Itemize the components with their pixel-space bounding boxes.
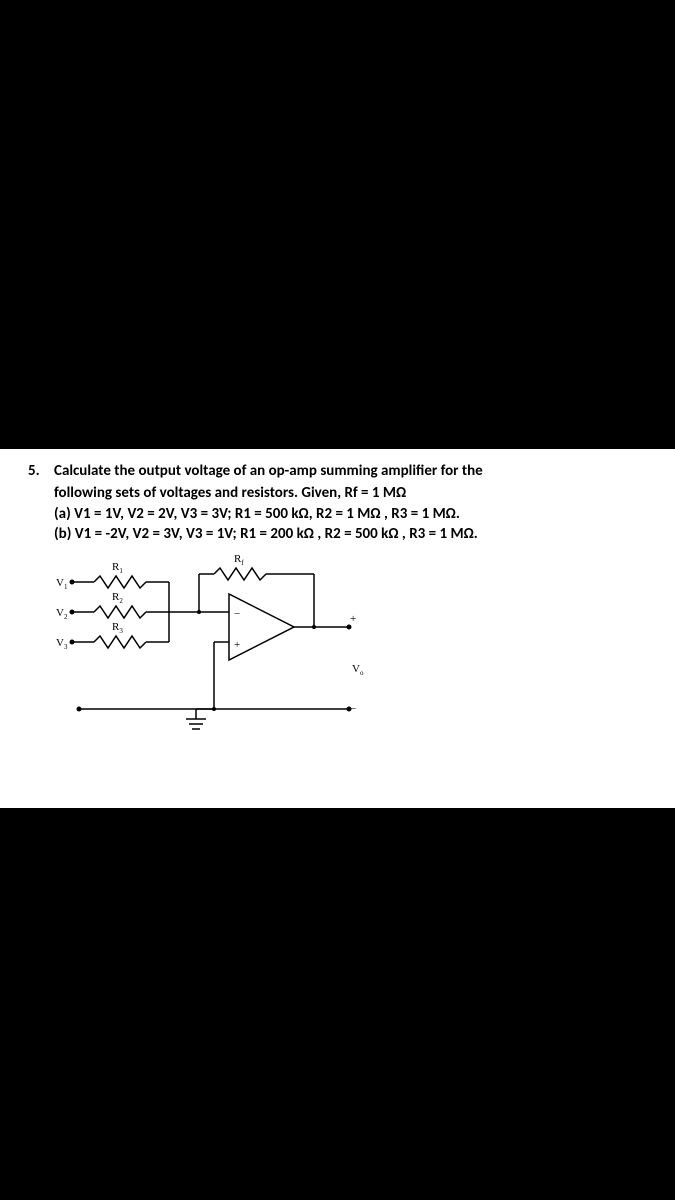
problem-content: 5. Calculate the output voltage of an op… [0, 449, 675, 756]
svg-text:−: − [350, 703, 356, 715]
svg-text:R3: R3 [112, 621, 123, 635]
svg-text:Vo: Vo [352, 663, 364, 677]
svg-text:R1: R1 [112, 561, 123, 575]
svg-text:+: + [234, 639, 240, 651]
svg-text:−: − [234, 608, 240, 620]
circuit-diagram: V1 R1 V2 R2 V3 R3 [54, 554, 374, 744]
svg-text:V1: V1 [56, 577, 68, 591]
svg-text:V3: V3 [56, 637, 68, 651]
circuit-svg: V1 R1 V2 R2 V3 R3 [54, 554, 374, 744]
problem-text-3: (a) V1 = 1V, V2 = 2V, V3 = 3V; R1 = 500 … [54, 504, 647, 524]
problem-first-line: 5. Calculate the output voltage of an op… [28, 461, 647, 481]
svg-text:R2: R2 [112, 591, 123, 605]
svg-text:V2: V2 [56, 607, 68, 621]
svg-text:+: + [350, 613, 356, 625]
problem-text-1: Calculate the output voltage of an op-am… [54, 461, 483, 481]
problem-text-2: following sets of voltages and resistors… [54, 483, 647, 503]
svg-text:Rf: Rf [234, 554, 244, 567]
problem-number: 5. [28, 462, 46, 480]
page-container: 5. Calculate the output voltage of an op… [0, 448, 675, 808]
problem-text-4: (b) V1 = -2V, V2 = 3V, V3 = 1V; R1 = 200… [54, 524, 647, 544]
